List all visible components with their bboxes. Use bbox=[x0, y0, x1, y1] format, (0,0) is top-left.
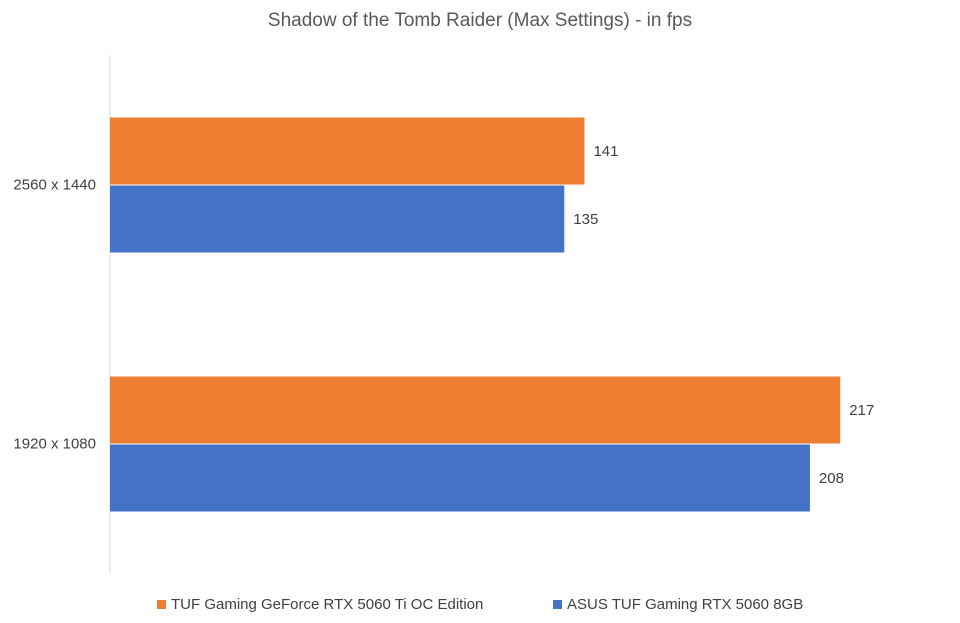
chart-title: Shadow of the Tomb Raider (Max Settings)… bbox=[267, 10, 693, 31]
bar bbox=[110, 444, 810, 512]
legend-label: ASUS TUF Gaming RTX 5060 8GB bbox=[567, 596, 804, 613]
category-label: 1920 x 1080 bbox=[13, 436, 96, 453]
legend-item-series-1: TUF Gaming GeForce RTX 5060 Ti OC Editio… bbox=[157, 596, 483, 613]
data-label: 217 bbox=[849, 402, 874, 419]
legend-item-series-2: ASUS TUF Gaming RTX 5060 8GB bbox=[553, 596, 803, 613]
data-label: 135 bbox=[573, 211, 598, 228]
data-label: 208 bbox=[819, 470, 844, 487]
bar bbox=[110, 376, 841, 444]
bar bbox=[110, 185, 565, 253]
legend-swatch bbox=[553, 600, 562, 609]
bar bbox=[110, 117, 585, 185]
category-label: 2560 x 1440 bbox=[13, 177, 96, 194]
data-label: 141 bbox=[593, 143, 618, 160]
legend-swatch bbox=[157, 600, 166, 609]
legend-label: TUF Gaming GeForce RTX 5060 Ti OC Editio… bbox=[171, 596, 484, 613]
